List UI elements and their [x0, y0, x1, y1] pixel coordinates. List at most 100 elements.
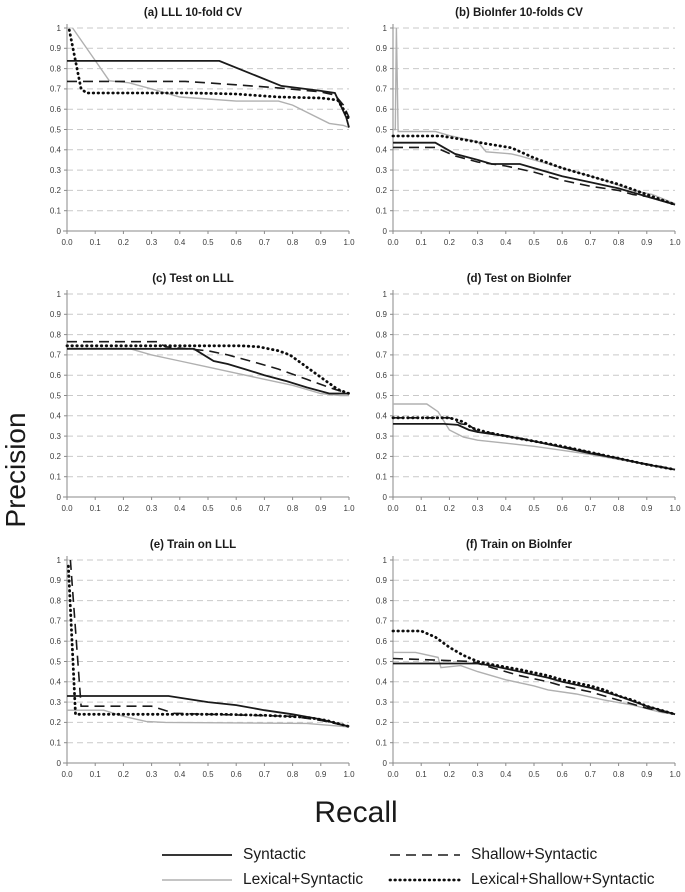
svg-text:0.0: 0.0 — [61, 238, 73, 247]
svg-text:0.9: 0.9 — [50, 576, 62, 585]
legend-label: Lexical+Syntactic — [243, 871, 364, 888]
legend-label: Lexical+Shallow+Syntactic — [471, 871, 655, 888]
svg-text:0.4: 0.4 — [50, 146, 62, 155]
svg-text:0.2: 0.2 — [444, 504, 456, 513]
panel-a: (a) LLL 10-fold CV 1 0.9 0.8 0.7 0.6 0.5 0.4 0.3… — [30, 2, 356, 268]
svg-text:0: 0 — [383, 493, 388, 502]
svg-text:0.6: 0.6 — [376, 371, 388, 380]
svg-text:0.7: 0.7 — [50, 85, 62, 94]
svg-text:0.4: 0.4 — [50, 678, 62, 687]
svg-text:0.8: 0.8 — [613, 770, 625, 779]
panels-grid: (a) LLL 10-fold CV 1 0.9 0.8 0.7 0.6 0.5 0.4 0.3… — [30, 2, 682, 800]
svg-text:0.9: 0.9 — [376, 44, 388, 53]
panel-d-plot: 1 0.9 0.8 0.7 0.6 0.5 0.4 0.3 0.2 0.1 0 0.0 0.1 0.2 0.… — [376, 290, 681, 513]
svg-text:0.6: 0.6 — [376, 637, 388, 646]
series-solid-gray — [67, 347, 349, 397]
svg-text:0.2: 0.2 — [50, 718, 62, 727]
panel-title: (d) Test on BioInfer — [466, 273, 572, 285]
svg-text:0.9: 0.9 — [641, 770, 653, 779]
series-solid-black — [67, 695, 350, 728]
svg-text:0.2: 0.2 — [376, 452, 388, 461]
svg-text:0.0: 0.0 — [61, 504, 73, 513]
series-solid-black — [393, 662, 676, 716]
svg-text:0.6: 0.6 — [557, 504, 569, 513]
svg-text:0.5: 0.5 — [50, 391, 62, 400]
panel-title: (f) Train on BioInfer — [465, 539, 573, 551]
svg-text:0.6: 0.6 — [50, 371, 62, 380]
svg-text:1: 1 — [383, 556, 388, 565]
series-solid-black — [67, 60, 350, 128]
svg-text:0.6: 0.6 — [50, 637, 62, 646]
svg-text:0.6: 0.6 — [231, 238, 243, 247]
svg-text:0.9: 0.9 — [641, 504, 653, 513]
series-solid-black — [393, 141, 676, 206]
svg-text:0.8: 0.8 — [613, 504, 625, 513]
svg-text:0.6: 0.6 — [50, 105, 62, 114]
svg-text:0.5: 0.5 — [202, 770, 214, 779]
series-dotted-black — [65, 344, 351, 395]
svg-text:0.9: 0.9 — [50, 44, 62, 53]
svg-text:0.3: 0.3 — [146, 504, 158, 513]
svg-text:1.0: 1.0 — [669, 770, 681, 779]
svg-text:0.4: 0.4 — [174, 504, 186, 513]
svg-text:1: 1 — [57, 24, 62, 33]
svg-text:0.1: 0.1 — [376, 473, 388, 482]
svg-text:0.7: 0.7 — [50, 351, 62, 360]
svg-text:0.1: 0.1 — [416, 238, 428, 247]
svg-text:1: 1 — [57, 290, 62, 299]
svg-text:0.4: 0.4 — [174, 770, 186, 779]
svg-text:0.7: 0.7 — [259, 770, 271, 779]
svg-text:0.1: 0.1 — [50, 473, 62, 482]
svg-text:0.3: 0.3 — [50, 166, 62, 175]
svg-text:0.4: 0.4 — [500, 770, 512, 779]
series-dashed-black — [67, 340, 350, 395]
svg-text:0: 0 — [383, 759, 388, 768]
svg-text:0.7: 0.7 — [259, 238, 271, 247]
svg-text:0.1: 0.1 — [90, 238, 102, 247]
svg-text:0.1: 0.1 — [50, 739, 62, 748]
svg-text:0.7: 0.7 — [376, 617, 388, 626]
svg-text:0.2: 0.2 — [376, 186, 388, 195]
panel-e: (e) Train on LLL 1 0.9 0.8 0.7 0.6 0.5 0.4 0.3 0.… — [30, 534, 356, 800]
legend-label: Shallow+Syntactic — [471, 846, 598, 863]
svg-text:0.5: 0.5 — [50, 125, 62, 134]
series-solid-gray — [393, 27, 676, 205]
panel-e-plot: 1 0.9 0.8 0.7 0.6 0.5 0.4 0.3 0.2 0.1 0 0.0 0.1 0.2 0.… — [50, 556, 355, 779]
svg-text:0.8: 0.8 — [376, 596, 388, 605]
x-axis-label: Recall — [314, 796, 398, 829]
svg-text:0.8: 0.8 — [287, 770, 299, 779]
svg-text:0.2: 0.2 — [444, 238, 456, 247]
svg-text:0.5: 0.5 — [202, 504, 214, 513]
svg-text:0.8: 0.8 — [287, 238, 299, 247]
svg-text:0.8: 0.8 — [50, 596, 62, 605]
svg-text:1: 1 — [383, 290, 388, 299]
svg-text:0.4: 0.4 — [376, 146, 388, 155]
svg-text:0.5: 0.5 — [528, 770, 540, 779]
legend-swatch-solid-black-icon — [162, 854, 232, 856]
svg-text:0.4: 0.4 — [50, 412, 62, 421]
series-solid-black — [67, 347, 349, 395]
svg-text:0.3: 0.3 — [472, 504, 484, 513]
series-dotted-black — [391, 416, 677, 472]
svg-text:0.3: 0.3 — [376, 166, 388, 175]
svg-text:0.9: 0.9 — [376, 576, 388, 585]
svg-text:0.0: 0.0 — [387, 770, 399, 779]
svg-text:0.7: 0.7 — [376, 85, 388, 94]
svg-text:0: 0 — [383, 227, 388, 236]
legend-swatch-solid-gray-icon — [162, 879, 232, 881]
svg-text:0.8: 0.8 — [376, 64, 388, 73]
legend-item-syntactic: Syntactic — [160, 845, 388, 865]
svg-text:0.5: 0.5 — [50, 657, 62, 666]
legend: Syntactic Shallow+Syntactic Lexical+Synt… — [160, 845, 685, 890]
svg-text:0.1: 0.1 — [416, 770, 428, 779]
svg-text:0.6: 0.6 — [231, 504, 243, 513]
svg-text:0.0: 0.0 — [387, 238, 399, 247]
svg-text:0.4: 0.4 — [500, 238, 512, 247]
svg-text:0.2: 0.2 — [118, 238, 130, 247]
svg-text:0.2: 0.2 — [50, 186, 62, 195]
series-dashed-black — [392, 657, 676, 716]
svg-text:0.7: 0.7 — [259, 504, 271, 513]
panel-b: (b) BioInfer 10-folds CV 1 0.9 0.8 0.7 0.6 0.5… — [356, 2, 682, 268]
series-dotted-black — [67, 564, 351, 728]
